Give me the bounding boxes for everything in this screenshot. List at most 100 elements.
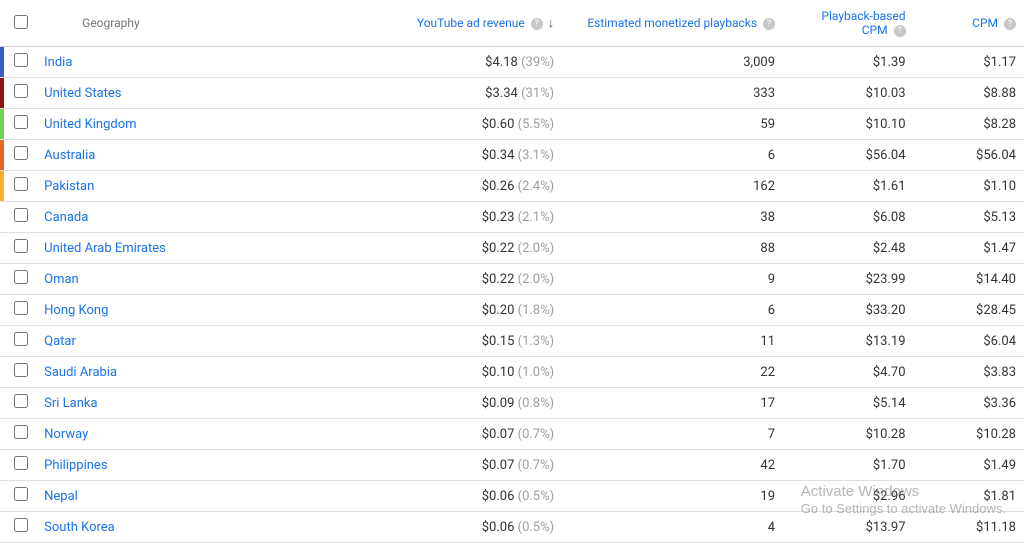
row-checkbox[interactable]: [14, 53, 28, 67]
help-icon[interactable]: ?: [763, 18, 775, 30]
row-geography[interactable]: Norway: [38, 419, 371, 450]
country-link[interactable]: Pakistan: [44, 179, 94, 194]
country-link[interactable]: Nepal: [44, 489, 78, 504]
country-link[interactable]: Saudi Arabia: [44, 365, 117, 380]
header-geography[interactable]: Geography: [38, 0, 371, 47]
row-checkbox-cell[interactable]: [4, 512, 38, 543]
header-cpm-link[interactable]: CPM: [972, 16, 998, 30]
row-checkbox-cell[interactable]: [4, 171, 38, 202]
table-row[interactable]: India$4.18 (39%)3,009$1.39$1.17: [0, 47, 1024, 78]
select-all-checkbox[interactable]: [14, 15, 28, 29]
row-checkbox-cell[interactable]: [4, 264, 38, 295]
row-checkbox[interactable]: [14, 208, 28, 222]
country-link[interactable]: United Arab Emirates: [44, 241, 166, 256]
row-checkbox[interactable]: [14, 146, 28, 160]
row-geography[interactable]: Oman: [38, 264, 371, 295]
row-cpm: $3.83: [914, 357, 1024, 388]
table-row[interactable]: United Kingdom$0.60 (5.5%)59$10.10$8.28: [0, 109, 1024, 140]
row-checkbox-cell[interactable]: [4, 357, 38, 388]
table-row[interactable]: Australia$0.34 (3.1%)6$56.04$56.04: [0, 140, 1024, 171]
row-checkbox[interactable]: [14, 115, 28, 129]
row-checkbox[interactable]: [14, 518, 28, 532]
row-checkbox-cell[interactable]: [4, 109, 38, 140]
header-revenue-link[interactable]: YouTube ad revenue: [417, 16, 525, 30]
table-row[interactable]: South Korea$0.06 (0.5%)4$13.97$11.18: [0, 512, 1024, 543]
row-checkbox[interactable]: [14, 332, 28, 346]
row-checkbox[interactable]: [14, 363, 28, 377]
row-geography[interactable]: Qatar: [38, 326, 371, 357]
row-checkbox-cell[interactable]: [4, 78, 38, 109]
header-playback-cpm-link[interactable]: Playback-basedCPM: [821, 9, 905, 37]
header-cpm[interactable]: CPM ?: [914, 0, 1024, 47]
country-link[interactable]: United Kingdom: [44, 117, 136, 132]
row-playbacks: 6: [562, 295, 783, 326]
row-checkbox-cell[interactable]: [4, 140, 38, 171]
row-checkbox-cell[interactable]: [4, 47, 38, 78]
row-checkbox[interactable]: [14, 270, 28, 284]
row-geography[interactable]: United Arab Emirates: [38, 233, 371, 264]
country-link[interactable]: Hong Kong: [44, 303, 108, 318]
row-geography[interactable]: Canada: [38, 202, 371, 233]
country-link[interactable]: Oman: [44, 272, 79, 287]
help-icon[interactable]: ?: [1004, 18, 1016, 30]
row-checkbox-cell[interactable]: [4, 233, 38, 264]
row-geography[interactable]: United Kingdom: [38, 109, 371, 140]
row-checkbox-cell[interactable]: [4, 481, 38, 512]
row-playback-cpm: $1.61: [783, 171, 914, 202]
row-geography[interactable]: India: [38, 47, 371, 78]
table-row[interactable]: Norway$0.07 (0.7%)7$10.28$10.28: [0, 419, 1024, 450]
row-geography[interactable]: Saudi Arabia: [38, 357, 371, 388]
header-playbacks[interactable]: Estimated monetized playbacks ?: [562, 0, 783, 47]
country-link[interactable]: South Korea: [44, 520, 115, 535]
country-link[interactable]: Philippines: [44, 458, 107, 473]
row-checkbox-cell[interactable]: [4, 326, 38, 357]
table-row[interactable]: Sri Lanka$0.09 (0.8%)17$5.14$3.36: [0, 388, 1024, 419]
row-revenue: $0.22 (2.0%): [371, 264, 562, 295]
row-geography[interactable]: Sri Lanka: [38, 388, 371, 419]
row-checkbox[interactable]: [14, 239, 28, 253]
row-checkbox[interactable]: [14, 394, 28, 408]
row-geography[interactable]: Australia: [38, 140, 371, 171]
row-checkbox[interactable]: [14, 177, 28, 191]
table-row[interactable]: Hong Kong$0.20 (1.8%)6$33.20$28.45: [0, 295, 1024, 326]
country-link[interactable]: India: [44, 55, 72, 70]
header-playbacks-link[interactable]: Estimated monetized playbacks: [587, 16, 757, 30]
row-checkbox-cell[interactable]: [4, 450, 38, 481]
row-geography[interactable]: South Korea: [38, 512, 371, 543]
country-link[interactable]: Norway: [44, 427, 88, 442]
row-geography[interactable]: Pakistan: [38, 171, 371, 202]
row-checkbox[interactable]: [14, 84, 28, 98]
header-playback-cpm[interactable]: Playback-basedCPM ?: [783, 0, 914, 47]
row-checkbox-cell[interactable]: [4, 202, 38, 233]
row-checkbox[interactable]: [14, 487, 28, 501]
country-link[interactable]: Australia: [44, 148, 95, 163]
row-geography[interactable]: United States: [38, 78, 371, 109]
table-row[interactable]: United States$3.34 (31%)333$10.03$8.88: [0, 78, 1024, 109]
row-checkbox-cell[interactable]: [4, 419, 38, 450]
header-select-all[interactable]: [4, 0, 38, 47]
table-row[interactable]: Saudi Arabia$0.10 (1.0%)22$4.70$3.83: [0, 357, 1024, 388]
row-playbacks: 38: [562, 202, 783, 233]
row-checkbox[interactable]: [14, 301, 28, 315]
table-row[interactable]: United Arab Emirates$0.22 (2.0%)88$2.48$…: [0, 233, 1024, 264]
table-row[interactable]: Qatar$0.15 (1.3%)11$13.19$6.04: [0, 326, 1024, 357]
row-checkbox[interactable]: [14, 425, 28, 439]
row-geography[interactable]: Nepal: [38, 481, 371, 512]
row-geography[interactable]: Philippines: [38, 450, 371, 481]
row-checkbox-cell[interactable]: [4, 388, 38, 419]
header-revenue[interactable]: YouTube ad revenue ? ↓: [371, 0, 562, 47]
country-link[interactable]: Canada: [44, 210, 88, 225]
country-link[interactable]: Qatar: [44, 334, 76, 349]
help-icon[interactable]: ?: [894, 25, 906, 37]
row-checkbox-cell[interactable]: [4, 295, 38, 326]
country-link[interactable]: Sri Lanka: [44, 396, 97, 411]
table-row[interactable]: Oman$0.22 (2.0%)9$23.99$14.40: [0, 264, 1024, 295]
table-row[interactable]: Philippines$0.07 (0.7%)42$1.70$1.49: [0, 450, 1024, 481]
table-row[interactable]: Pakistan$0.26 (2.4%)162$1.61$1.10: [0, 171, 1024, 202]
row-checkbox[interactable]: [14, 456, 28, 470]
help-icon[interactable]: ?: [531, 18, 543, 30]
country-link[interactable]: United States: [44, 86, 121, 101]
table-row[interactable]: Nepal$0.06 (0.5%)19$2.96$1.81: [0, 481, 1024, 512]
row-geography[interactable]: Hong Kong: [38, 295, 371, 326]
table-row[interactable]: Canada$0.23 (2.1%)38$6.08$5.13: [0, 202, 1024, 233]
